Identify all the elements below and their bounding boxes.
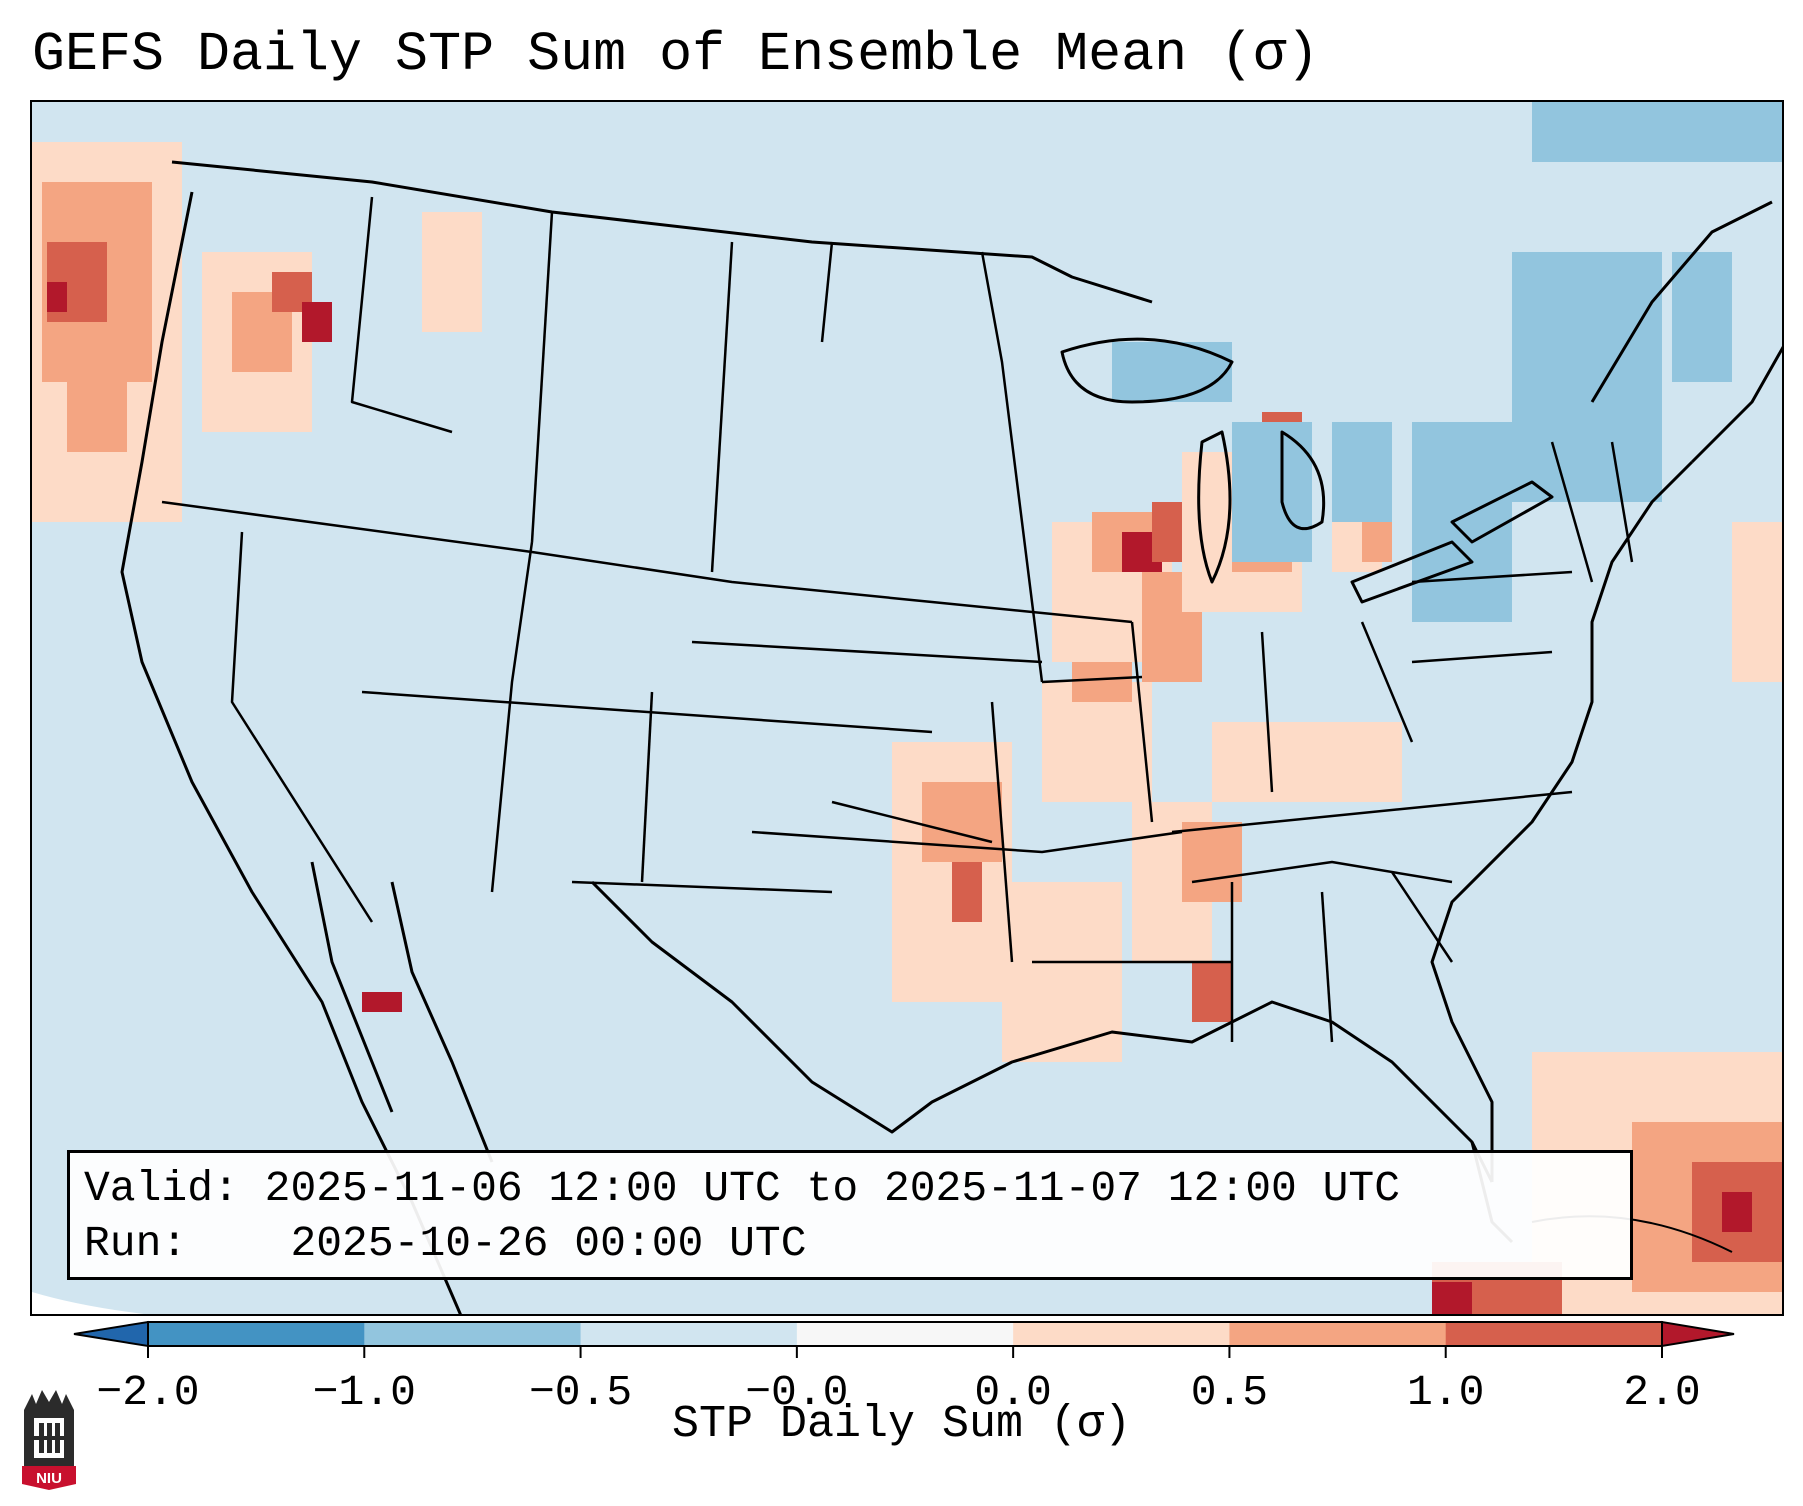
- map-domain-background: [32, 102, 1782, 1314]
- colorbar-bin: [148, 1322, 365, 1346]
- colorbar-bin: [1013, 1322, 1230, 1346]
- colorbar-bin: [796, 1322, 1014, 1346]
- colorbar-bin: [364, 1322, 582, 1346]
- colorbar-bins: [148, 1322, 1663, 1346]
- colorbar-over-arrow: [1661, 1320, 1735, 1348]
- map-title: GEFS Daily STP Sum of Ensemble Mean (σ): [32, 23, 1320, 86]
- valid-line: Valid: 2025-11-06 12:00 UTC to 2025-11-0…: [84, 1161, 1616, 1216]
- colorbar-bin: [1445, 1322, 1663, 1346]
- colorbar-bin: [580, 1322, 798, 1346]
- niu-logo-text: NIU: [36, 1470, 62, 1487]
- niu-logo-icon: NIU: [22, 1390, 76, 1490]
- colorbar-under-arrow: [73, 1320, 149, 1348]
- colorbar-label: STP Daily Sum (σ): [671, 1399, 1132, 1450]
- valid-value: 2025-11-06 12:00 UTC to 2025-11-07 12:00…: [264, 1164, 1401, 1213]
- colorbar-outline: [147, 1321, 1663, 1347]
- run-value: 2025-10-26 00:00 UTC: [290, 1219, 807, 1268]
- map-canvas: [32, 102, 1782, 1314]
- run-line: Run: 2025-10-26 00:00 UTC: [84, 1216, 1616, 1271]
- run-label: Run:: [84, 1219, 188, 1268]
- map-panel[interactable]: [30, 100, 1784, 1316]
- valid-run-info-box: Valid: 2025-11-06 12:00 UTC to 2025-11-0…: [67, 1150, 1633, 1280]
- valid-label: Valid:: [84, 1164, 239, 1213]
- colorbar-bin: [1229, 1322, 1447, 1346]
